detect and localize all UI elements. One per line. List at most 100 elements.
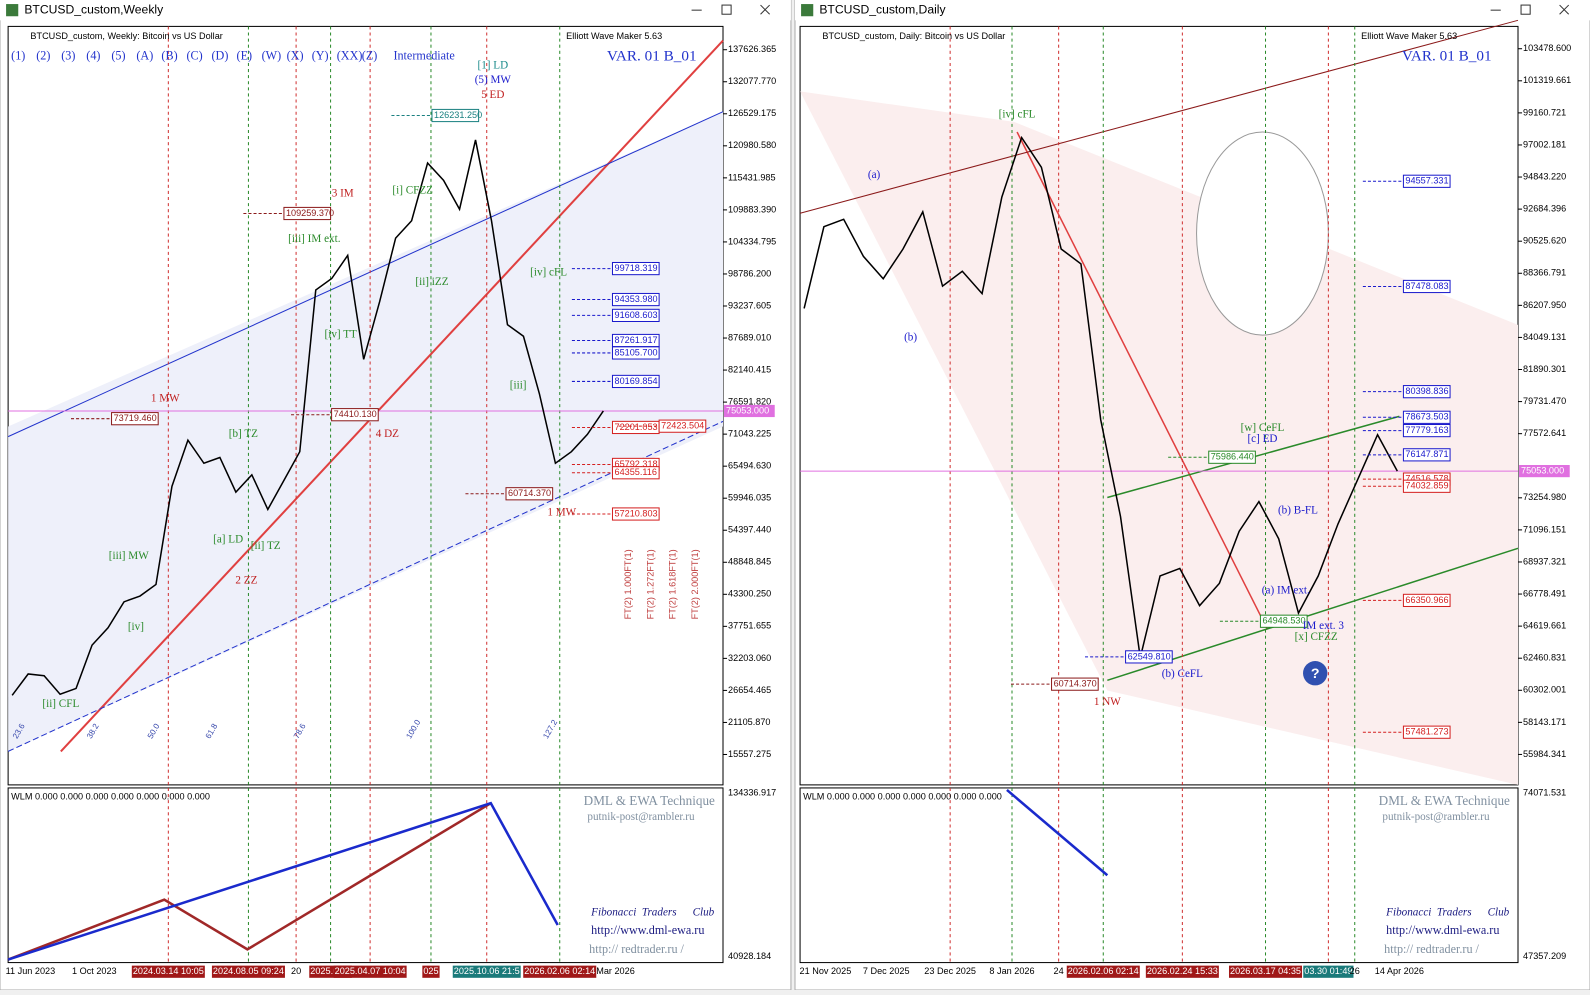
y-tick-label: 90525.620 bbox=[1523, 236, 1566, 246]
level-box bbox=[611, 346, 660, 360]
degree-button[interactable]: (B) bbox=[161, 49, 177, 63]
wave-label: [a] LD bbox=[213, 534, 243, 546]
channel bbox=[800, 91, 1519, 785]
wave-label: [ii] TZ bbox=[251, 540, 281, 552]
footer-url1[interactable]: http://www.dml-ewa.ru bbox=[1386, 923, 1499, 937]
degree-button[interactable]: (1) bbox=[11, 49, 25, 63]
level-label: 74516.578 bbox=[1405, 473, 1448, 483]
degree-button[interactable]: (3) bbox=[61, 49, 75, 63]
footer-club: Fibonacci bbox=[1385, 906, 1431, 918]
degree-button[interactable]: (W) bbox=[262, 49, 282, 63]
y-tick-label: 58143.171 bbox=[1523, 717, 1566, 727]
help-icon-glyph: ? bbox=[1311, 666, 1320, 682]
y-tick-label: 98786.200 bbox=[728, 268, 771, 278]
ea-label: Elliott Wave Maker 5.63 bbox=[566, 31, 662, 41]
y-tick-label: 48848.845 bbox=[728, 557, 771, 567]
degree-button[interactable]: (5) bbox=[111, 49, 125, 63]
wave-label: 1 NW bbox=[1094, 696, 1121, 708]
degree-button[interactable]: (4) bbox=[86, 49, 100, 63]
level-label: 65792.318 bbox=[615, 459, 658, 469]
indicator-bottom: 40928.184 bbox=[728, 951, 771, 961]
degree-button[interactable]: (E) bbox=[237, 49, 253, 63]
level-box bbox=[611, 308, 660, 323]
level-box bbox=[111, 412, 159, 426]
y-tick-label: 101319.661 bbox=[1523, 75, 1571, 85]
level-box bbox=[283, 206, 332, 221]
x-tick-label: 025 bbox=[423, 966, 438, 976]
y-tick-label: 84049.131 bbox=[1523, 332, 1566, 342]
maximize-button[interactable] bbox=[721, 4, 732, 15]
degree-button[interactable]: (X) bbox=[287, 49, 304, 63]
x-tick-label: 03.30 01:49 bbox=[1304, 966, 1352, 976]
level-box bbox=[1402, 479, 1451, 493]
trend-line bbox=[799, 19, 1519, 214]
level-label: 76147.871 bbox=[1405, 449, 1448, 459]
x-tick-label: 26 bbox=[1350, 966, 1360, 976]
level-box bbox=[611, 292, 660, 307]
wave-label: [iii] IM ext. bbox=[288, 233, 341, 245]
indicator-zigzag bbox=[7, 801, 559, 961]
chart-header: BTCUSD_custom, Weekly: Bitcoin vs US Dol… bbox=[30, 31, 222, 41]
y-tick-label: 66778.491 bbox=[1523, 588, 1566, 598]
wave-label: [c] ED bbox=[1247, 433, 1277, 445]
x-tick-label: Mar 2026 bbox=[596, 966, 635, 976]
app-icon bbox=[6, 4, 19, 17]
indicator-top: 134336.917 bbox=[728, 787, 776, 797]
x-label-box bbox=[333, 965, 407, 978]
close-button[interactable] bbox=[760, 4, 771, 15]
level-label: 73719.460 bbox=[114, 413, 157, 423]
x-label-box bbox=[1228, 965, 1303, 978]
level-label: 57481.273 bbox=[1405, 727, 1448, 737]
wave-label: [i] CFZZ bbox=[392, 184, 433, 196]
ea-label: Elliott Wave Maker 5.63 bbox=[1361, 31, 1457, 41]
level-box bbox=[1125, 650, 1173, 664]
sub-window bbox=[7, 787, 724, 964]
degree-button[interactable]: (Z) bbox=[362, 49, 378, 63]
y-tick-label: 71096.151 bbox=[1523, 524, 1566, 534]
level-box bbox=[1402, 385, 1451, 399]
footer-club: Fibonacci bbox=[590, 906, 636, 918]
level-label: 78673.503 bbox=[1405, 412, 1448, 422]
degree-button[interactable]: (D) bbox=[212, 49, 229, 63]
footer-url1[interactable]: http://www.dml-ewa.ru bbox=[591, 923, 704, 937]
current-price-box bbox=[724, 404, 775, 418]
trend-line bbox=[7, 420, 724, 752]
wave-label: [iv] cFL bbox=[530, 267, 567, 279]
y-tick-label: 43300.250 bbox=[728, 589, 771, 599]
close-button[interactable] bbox=[1559, 4, 1570, 15]
level-label: 74032.859 bbox=[1405, 481, 1448, 491]
degree-button[interactable]: (2) bbox=[36, 49, 50, 63]
degree-button[interactable]: (C) bbox=[186, 49, 202, 63]
fib-label: FT(2) 1.000FT(1) bbox=[623, 549, 633, 619]
fib-label: FT(2) 1.272FT(1) bbox=[645, 549, 655, 619]
footer-url2[interactable]: http:// redtrader.ru / bbox=[1384, 942, 1479, 956]
x-label-box bbox=[1303, 965, 1354, 978]
degree-button[interactable]: (XX) bbox=[337, 49, 363, 63]
y-tick-label: 21105.870 bbox=[728, 717, 770, 727]
wave-label: IM ext. 3 bbox=[1303, 620, 1345, 632]
x-tick-label: 24 bbox=[1054, 966, 1064, 976]
indicator-top: 74071.531 bbox=[1523, 787, 1566, 797]
y-tick-label: 73254.980 bbox=[1523, 492, 1566, 502]
y-tick-label: 115431.985 bbox=[728, 172, 776, 182]
indicator-zigzag bbox=[7, 802, 492, 961]
y-tick-label: 92684.396 bbox=[1523, 204, 1566, 214]
level-label: 57210.803 bbox=[615, 508, 658, 518]
degree-button[interactable]: (Y) bbox=[312, 49, 329, 63]
trend-line bbox=[60, 39, 724, 753]
wave-label: [w] CeFL bbox=[1241, 422, 1285, 434]
x-label-box bbox=[452, 965, 521, 978]
footer-url2[interactable]: http:// redtrader.ru / bbox=[589, 942, 684, 956]
level-box bbox=[1402, 279, 1451, 294]
help-icon[interactable] bbox=[1303, 661, 1328, 686]
x-tick-label: 2025.01.2 bbox=[310, 966, 351, 976]
level-label: 77779.163 bbox=[1405, 425, 1448, 435]
wave-label: [iii] bbox=[510, 379, 527, 391]
x-tick-label: 2026.02.06 02:14 bbox=[1068, 966, 1139, 976]
maximize-button[interactable] bbox=[1520, 4, 1531, 15]
price-line bbox=[11, 139, 604, 696]
wave-label: [iv] cFL bbox=[999, 108, 1036, 120]
level-box bbox=[1402, 593, 1451, 608]
wave-label: 1 MW bbox=[151, 393, 180, 405]
degree-button[interactable]: (A) bbox=[136, 49, 153, 63]
